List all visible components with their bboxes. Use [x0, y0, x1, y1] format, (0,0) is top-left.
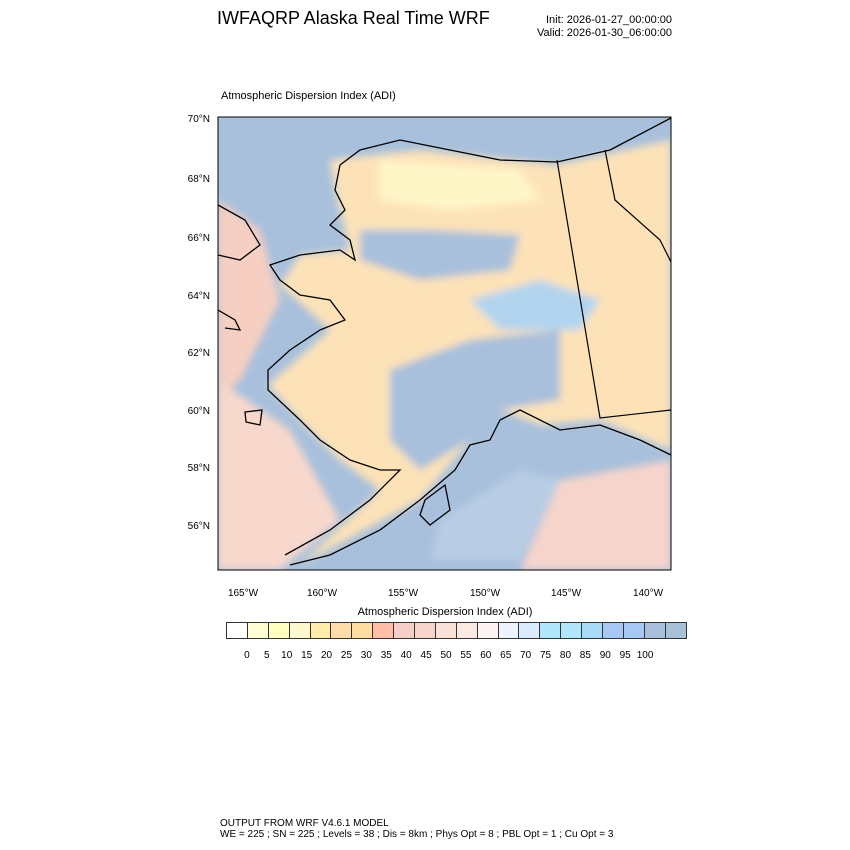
colorbar-label: 35: [380, 650, 392, 661]
footer-config: WE = 225 ; SN = 225 ; Levels = 38 ; Dis …: [220, 829, 614, 840]
colorbar-label: 100: [636, 650, 654, 661]
lat-label: 56°N: [187, 521, 210, 532]
colorbar-box: [456, 623, 478, 638]
lat-label: 62°N: [187, 348, 210, 359]
colorbar-box: [352, 623, 374, 638]
colorbar-box: [247, 623, 269, 638]
colorbar-box: [477, 623, 499, 638]
colorbar-box: [435, 623, 457, 638]
colorbar-box: [331, 623, 353, 638]
coastlines: [218, 117, 671, 566]
colorbar-box: [394, 623, 416, 638]
colorbar-label: 5: [264, 650, 270, 661]
colorbar-box: [665, 623, 686, 638]
lon-label: 165°W: [227, 588, 259, 599]
colorbar-label: 55: [460, 650, 472, 661]
lon-label: 155°W: [387, 588, 419, 599]
borders: [556, 149, 671, 419]
adi-field: [218, 140, 671, 570]
valid-time: Valid: 2026-01-30_06:00:00: [537, 27, 672, 39]
colorbar-label: 45: [420, 650, 432, 661]
colorbar-label: 70: [520, 650, 532, 661]
plot-title: IWFAQRP Alaska Real Time WRF: [217, 8, 490, 28]
colorbar-label: 85: [579, 650, 591, 661]
lat-label: 64°N: [187, 291, 210, 302]
colorbar-label: 75: [539, 650, 552, 661]
colorbar: [226, 622, 687, 639]
colorbar-label: 30: [360, 650, 372, 661]
colorbar-label: 65: [500, 650, 512, 661]
colorbar-label: 20: [320, 650, 333, 661]
field-title: Atmospheric Dispersion Index (ADI): [221, 90, 396, 102]
colorbar-box: [644, 623, 666, 638]
colorbar-label: 10: [281, 650, 293, 661]
colorbar-box: [310, 623, 332, 638]
lat-label: 68°N: [187, 174, 210, 185]
lon-label: 160°W: [306, 588, 338, 599]
colorbar-box: [373, 623, 395, 638]
init-time: Init: 2026-01-27_00:00:00: [546, 14, 672, 26]
colorbar-box: [582, 623, 604, 638]
footer-model: OUTPUT FROM WRF V4.6.1 MODEL: [220, 818, 389, 829]
colorbar-box: [289, 623, 311, 638]
colorbar-label: 90: [599, 650, 611, 661]
lat-label: 58°N: [187, 463, 210, 474]
colorbar-box: [623, 623, 645, 638]
lon-label: 150°W: [469, 588, 501, 599]
colorbar-label: 40: [400, 650, 412, 661]
colorbar-label: 95: [619, 650, 631, 661]
colorbar-label: 15: [301, 650, 313, 661]
colorbar-box: [561, 623, 583, 638]
colorbar-label: 80: [559, 650, 572, 661]
colorbar-label: 25: [340, 650, 353, 661]
colorbar-label: 50: [440, 650, 452, 661]
colorbar-label: 60: [480, 650, 492, 661]
lat-label: 70°N: [187, 114, 210, 125]
colorbar-box: [268, 623, 290, 638]
colorbar-box: [498, 623, 520, 638]
colorbar-box: [415, 623, 436, 638]
lat-label: 60°N: [187, 406, 210, 417]
colorbar-box: [603, 623, 624, 638]
colorbar-box: [227, 623, 248, 638]
lat-label: 66°N: [187, 233, 210, 244]
colorbar-box: [519, 623, 541, 638]
lon-label: 140°W: [632, 588, 664, 599]
map-frame: [217, 116, 672, 571]
colorbar-box: [540, 623, 562, 638]
lon-label: 145°W: [550, 588, 582, 599]
colorbar-label: 0: [244, 650, 250, 661]
colorbar-title: Atmospheric Dispersion Index (ADI): [357, 606, 533, 618]
